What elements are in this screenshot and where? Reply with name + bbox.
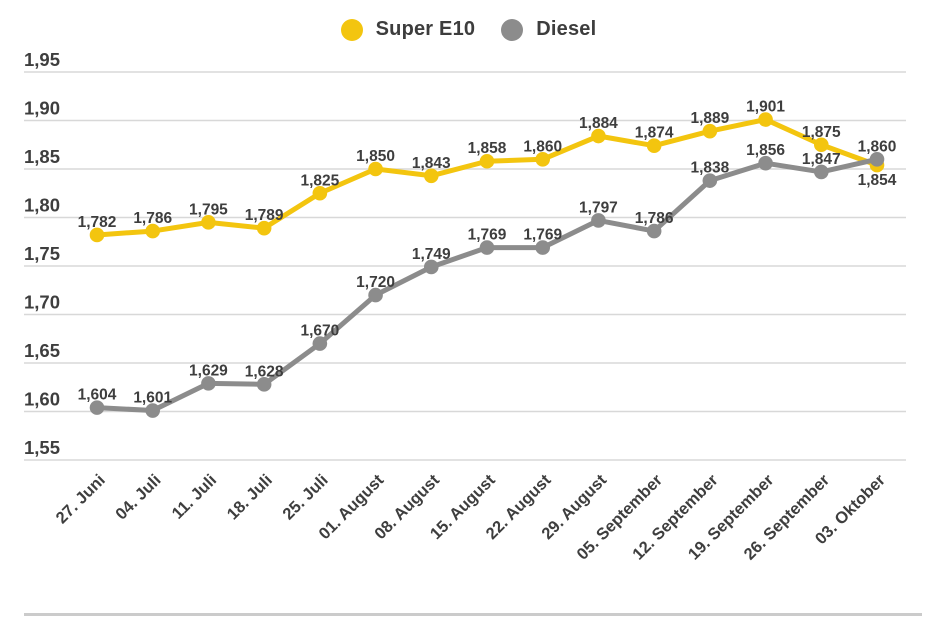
data-label-super-e10: 1,795 <box>189 201 228 218</box>
data-label-diesel: 1,628 <box>245 363 284 380</box>
data-label-super-e10: 1,825 <box>300 172 339 189</box>
x-tick-label: 27. Juni <box>53 471 109 527</box>
data-point-diesel <box>312 336 328 351</box>
y-tick-label: 1,85 <box>24 146 60 167</box>
data-point-super-e10 <box>591 128 606 144</box>
data-point-super-e10 <box>312 185 328 201</box>
y-tick-label: 1,60 <box>24 389 60 410</box>
data-point-super-e10 <box>702 123 718 139</box>
data-point-super-e10 <box>535 152 551 167</box>
data-label-diesel: 1,847 <box>802 151 841 168</box>
data-label-diesel: 1,670 <box>300 323 339 340</box>
x-tick-label: 25. Juli <box>279 471 331 523</box>
data-point-super-e10 <box>145 223 161 239</box>
data-label-diesel: 1,856 <box>746 142 785 159</box>
data-label-super-e10: 1,850 <box>356 148 395 165</box>
data-point-diesel <box>201 376 216 391</box>
data-label-diesel: 1,769 <box>523 227 562 244</box>
data-point-super-e10 <box>479 153 495 169</box>
data-label-super-e10: 1,858 <box>468 140 507 157</box>
x-tick-label: 11. Juli <box>169 471 221 523</box>
data-label-super-e10: 1,875 <box>802 124 841 141</box>
y-tick-label: 1,95 <box>24 49 60 70</box>
data-point-diesel <box>256 377 272 392</box>
diesel-swatch-icon <box>501 18 524 41</box>
y-tick-label: 1,55 <box>24 437 60 458</box>
data-label-super-e10: 1,789 <box>245 207 284 224</box>
data-point-super-e10 <box>256 220 272 236</box>
data-label-super-e10: 1,901 <box>746 99 785 116</box>
data-label-diesel: 1,797 <box>579 199 618 216</box>
y-tick-label: 1,65 <box>24 340 60 361</box>
legend-item-super-e10: Super E10 <box>340 18 476 41</box>
data-point-diesel <box>535 240 551 255</box>
data-point-diesel <box>423 259 439 275</box>
data-point-diesel <box>869 152 885 167</box>
data-label-super-e10: 1,843 <box>412 155 451 172</box>
data-label-diesel: 1,860 <box>858 138 897 155</box>
data-label-diesel: 1,601 <box>133 390 172 407</box>
data-label-diesel: 1,749 <box>412 246 451 263</box>
data-label-diesel: 1,604 <box>78 387 117 404</box>
data-point-diesel <box>479 240 495 255</box>
legend-label-super-e10: Super E10 <box>375 18 476 40</box>
bottom-divider <box>24 613 922 616</box>
y-tick-label: 1,80 <box>24 195 60 216</box>
data-point-super-e10 <box>423 168 439 184</box>
legend-item-diesel: Diesel <box>501 18 596 41</box>
super-e10-swatch-icon <box>340 18 363 41</box>
data-label-super-e10: 1,889 <box>690 110 729 127</box>
data-point-super-e10 <box>758 112 773 127</box>
data-point-super-e10 <box>368 161 383 177</box>
y-tick-label: 1,70 <box>24 292 60 313</box>
y-tick-label: 1,75 <box>24 243 60 264</box>
data-point-super-e10 <box>813 137 829 153</box>
data-label-super-e10: 1,884 <box>579 115 618 132</box>
data-label-super-e10: 1,854 <box>858 172 897 189</box>
data-label-diesel: 1,720 <box>356 274 395 291</box>
data-label-super-e10: 1,860 <box>523 138 562 155</box>
x-tick-label: 04. Juli <box>112 471 164 523</box>
data-point-diesel <box>646 223 662 239</box>
data-point-super-e10 <box>89 227 105 243</box>
data-label-diesel: 1,786 <box>635 210 674 227</box>
legend-label-diesel: Diesel <box>536 18 597 40</box>
data-point-super-e10 <box>646 138 662 154</box>
x-tick-label: 18. Juli <box>224 471 276 523</box>
data-point-diesel <box>702 173 718 188</box>
data-label-diesel: 1,769 <box>468 227 507 244</box>
chart-legend: Super E10 Diesel <box>0 18 937 41</box>
data-point-diesel <box>591 213 606 228</box>
data-label-diesel: 1,838 <box>690 160 729 177</box>
data-point-diesel <box>368 287 383 303</box>
data-point-diesel <box>758 155 773 171</box>
data-label-diesel: 1,629 <box>189 362 228 379</box>
data-point-diesel <box>145 403 161 418</box>
data-point-diesel <box>813 164 829 180</box>
data-label-super-e10: 1,786 <box>133 210 172 227</box>
data-label-super-e10: 1,782 <box>78 214 117 231</box>
data-label-super-e10: 1,874 <box>635 125 674 142</box>
data-point-super-e10 <box>201 215 216 230</box>
data-point-diesel <box>89 400 105 415</box>
y-tick-label: 1,90 <box>24 98 60 119</box>
